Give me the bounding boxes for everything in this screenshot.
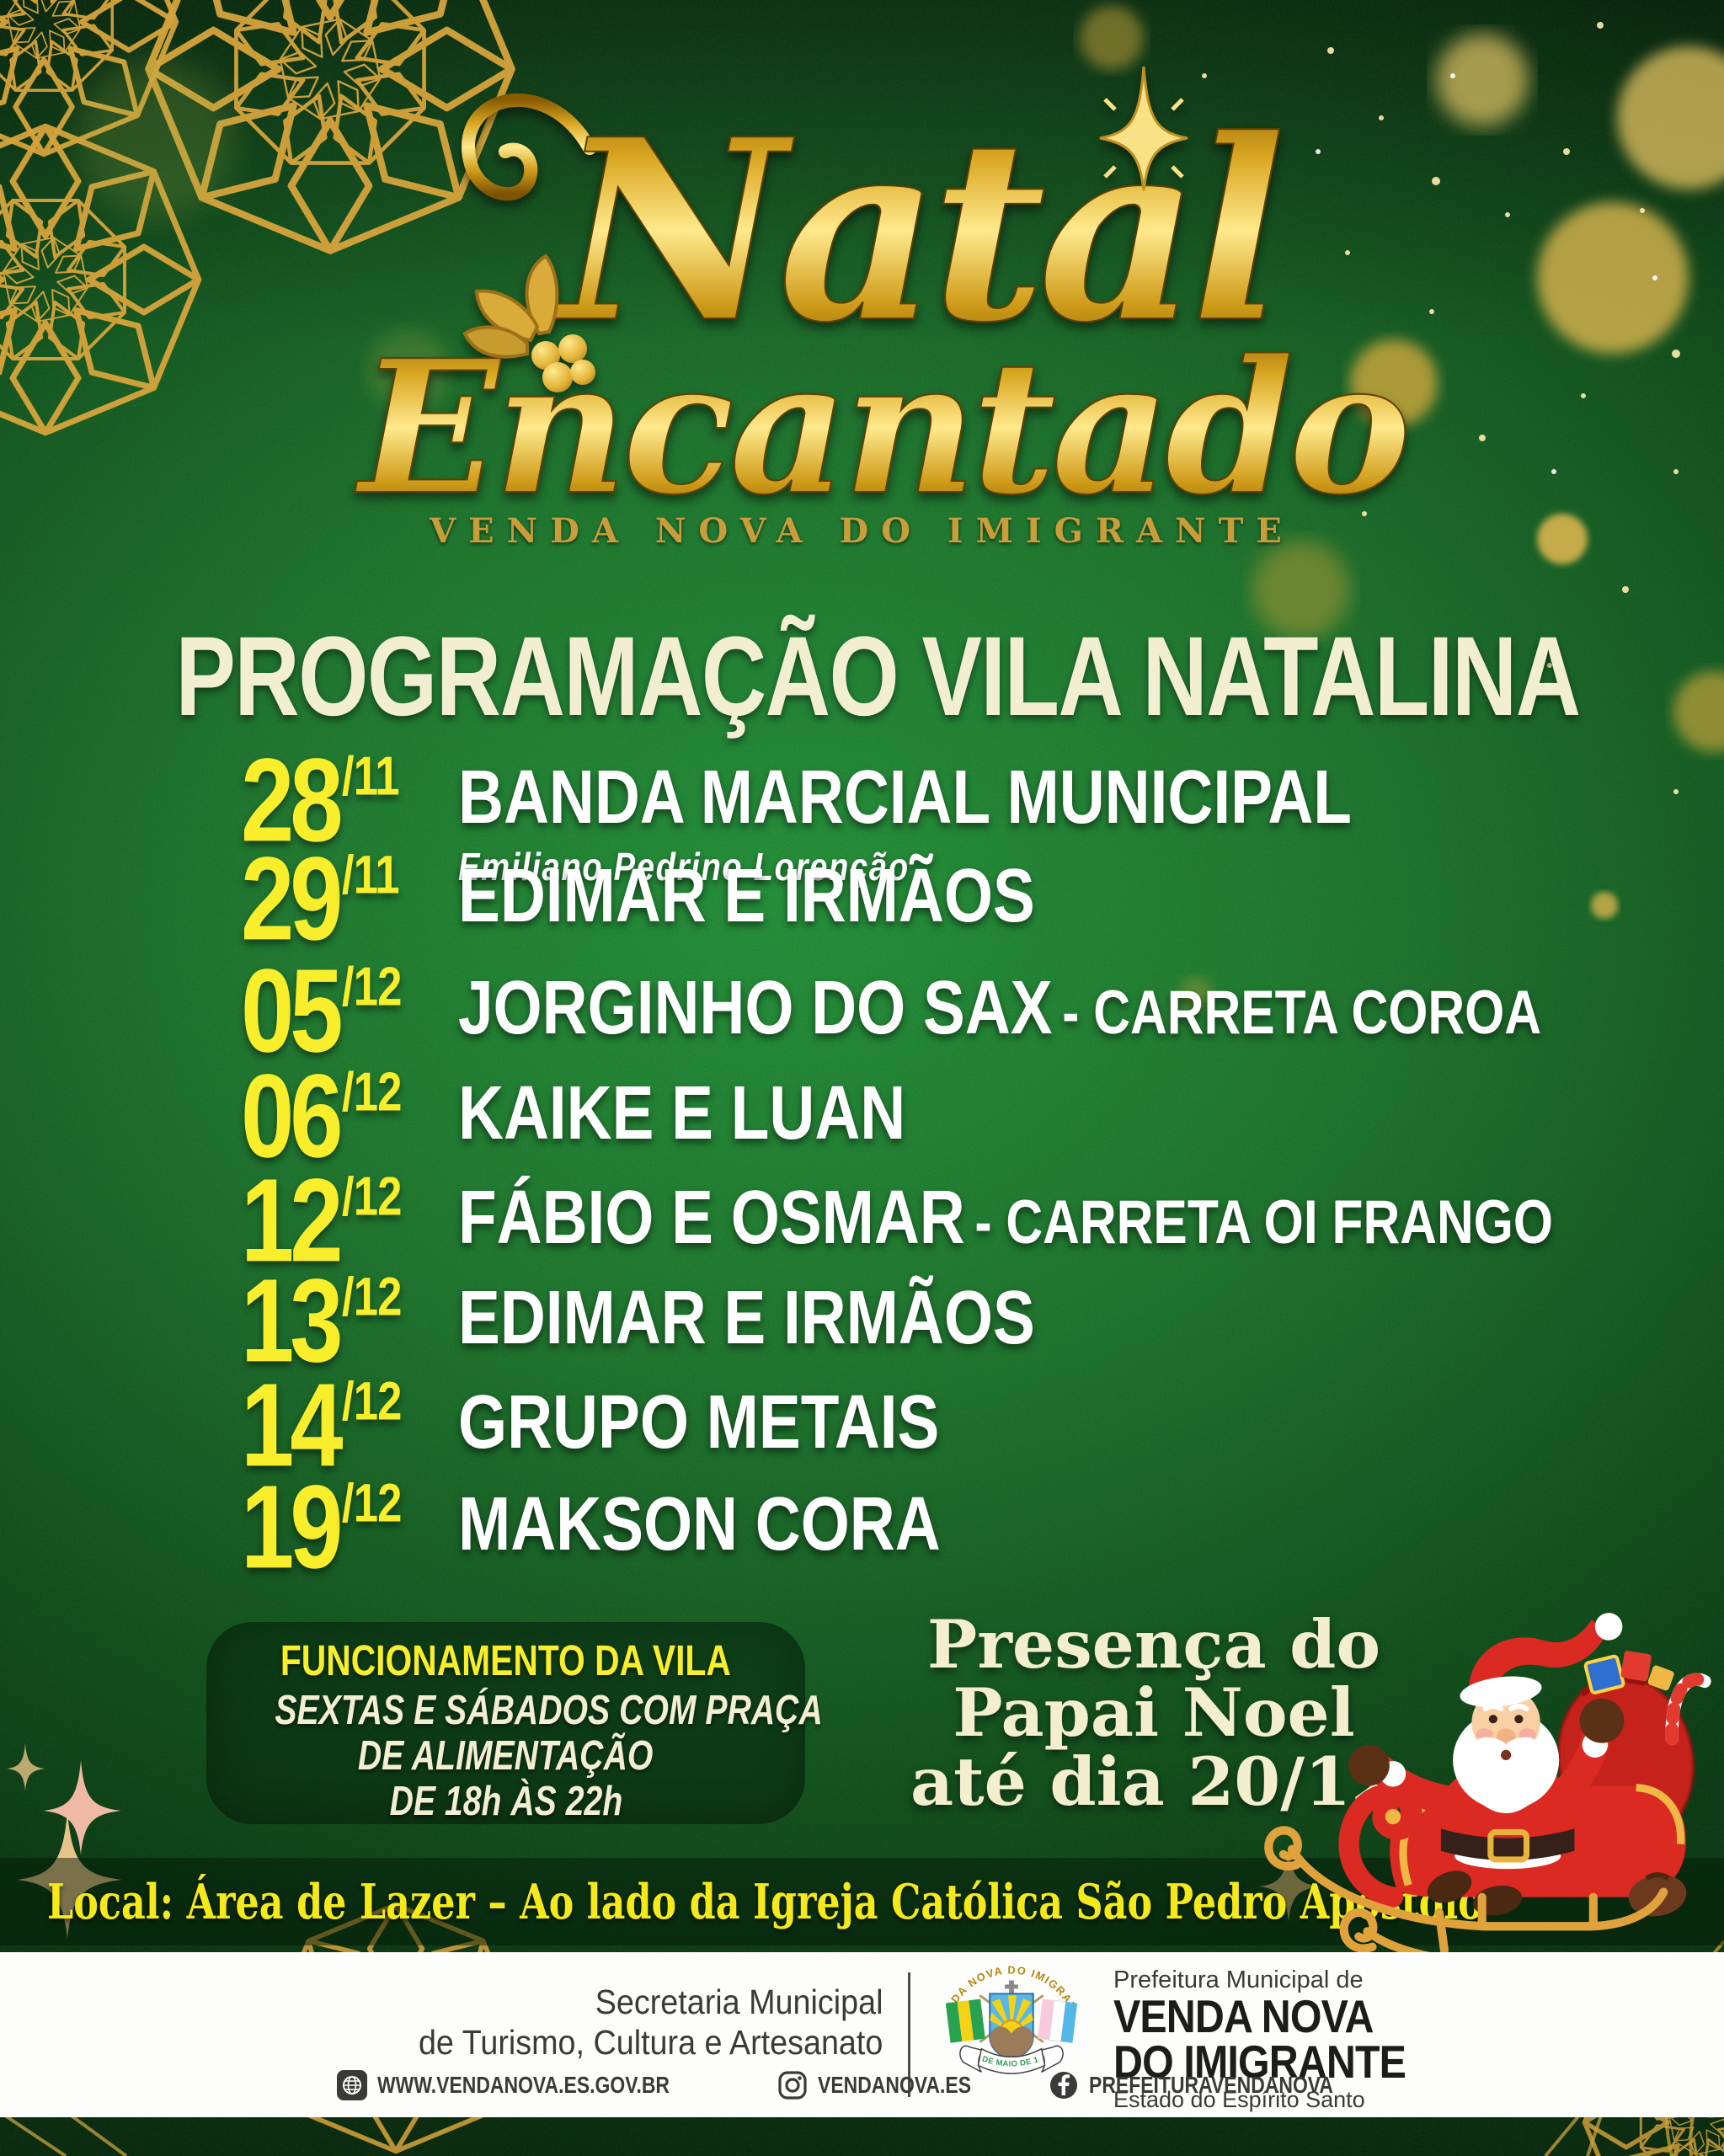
hours-line: DE 18h ÀS 22h (389, 1778, 622, 1824)
globe-icon (337, 2070, 368, 2100)
schedule-row: 28/11 BANDA MARCIAL MUNICIPAL Emiliano P… (241, 734, 1690, 889)
logo-word-natal: Natal (551, 84, 1281, 377)
star-icon (1099, 66, 1188, 191)
flag-right (1038, 1999, 1078, 2043)
instagram-icon (778, 2071, 807, 2100)
event-date: 28/11 (241, 734, 400, 867)
event-name: FÁBIO E OSMAR (458, 1176, 965, 1260)
event-date: 29/11 (241, 833, 400, 965)
event-date: 19/12 (241, 1461, 402, 1593)
schedule-row: 05/12 JORGINHO DO SAX - CARRETA COROA (241, 952, 1690, 1070)
logo-subtitle: VENDA NOVA DO IMIGRANTE (430, 511, 1294, 551)
santa-sleigh-illustration (1264, 1613, 1711, 1966)
swash-flourish (462, 93, 596, 201)
holly-icon (462, 253, 595, 392)
event-date: 13/12 (241, 1255, 402, 1387)
event-date: 05/12 (241, 945, 402, 1077)
hours-line: DE ALIMENTAÇÃO (358, 1732, 654, 1779)
santa-notice: Presença do Papai Noel até dia 20/12 (910, 1605, 1398, 1821)
instagram-link[interactable]: VENDANOVA.ES (777, 2070, 1005, 2100)
hours-title: FUNCIONAMENTO DA VILA (280, 1636, 731, 1684)
event-date: 14/12 (241, 1359, 402, 1492)
event-name: EDIMAR E IRMÃOS (458, 1276, 1035, 1360)
event-name: BANDA MARCIAL MUNICIPAL (458, 755, 1352, 840)
event-name: KAIKE E LUAN (458, 1071, 906, 1155)
coat-of-arms: VENDA NOVA DO IMIGRANTE (928, 1961, 1079, 2074)
social-row: WWW.VENDANOVA.ES.GOV.BR VENDANOVA.ES PRE… (0, 2070, 1724, 2100)
schedule-row: 06/12 KAIKE E LUAN (241, 1057, 1690, 1176)
schedule-row: 13/12 EDIMAR E IRMÃOS (241, 1262, 1690, 1380)
website-link[interactable]: WWW.VENDANOVA.ES.GOV.BR (337, 2070, 734, 2100)
facebook-icon (1050, 2072, 1078, 2099)
event-name: EDIMAR E IRMÃOS (458, 854, 1035, 938)
facebook-link[interactable]: PREFEITURAVENDANOVA (1049, 2070, 1387, 2100)
schedule-row: 14/12 GRUPO METAIS (241, 1366, 1690, 1485)
event-name: MAKSON CORA (458, 1482, 941, 1566)
footer: Secretaria Municipal de Turismo, Cultura… (0, 1952, 1724, 2117)
event-logo: Natal Encantado (354, 66, 1412, 510)
schedule-row: 12/12 FÁBIO E OSMAR - CARRETA OI FRANGO (241, 1161, 1690, 1280)
hours-line: SEXTAS E SÁBADOS COM PRAÇA (275, 1688, 823, 1733)
page-title: PROGRAMAÇÃO VILA NATALINA (175, 614, 1581, 739)
event-name: JORGINHO DO SAX (458, 966, 1053, 1050)
hours-box: FUNCIONAMENTO DA VILA SEXTAS E SÁBADOS C… (206, 1622, 823, 1824)
schedule-row: 19/12 MAKSON CORA (241, 1468, 1690, 1587)
event-extra: - CARRETA OI FRANGO (974, 1188, 1554, 1257)
flag-left (945, 1999, 985, 2043)
event-name: GRUPO METAIS (458, 1380, 940, 1465)
event-date: 12/12 (241, 1155, 402, 1287)
schedule-row: 29/11 EDIMAR E IRMÃOS (241, 840, 1690, 958)
secretaria-text: Secretaria Municipal de Turismo, Cultura… (418, 1983, 883, 2062)
logo-word-encantado: Encantado (355, 320, 1406, 510)
event-subtitle: Emiliano Pedrino Lorenção (458, 845, 910, 889)
event-extra: - CARRETA COROA (1062, 979, 1542, 1047)
event-date: 06/12 (241, 1050, 402, 1182)
